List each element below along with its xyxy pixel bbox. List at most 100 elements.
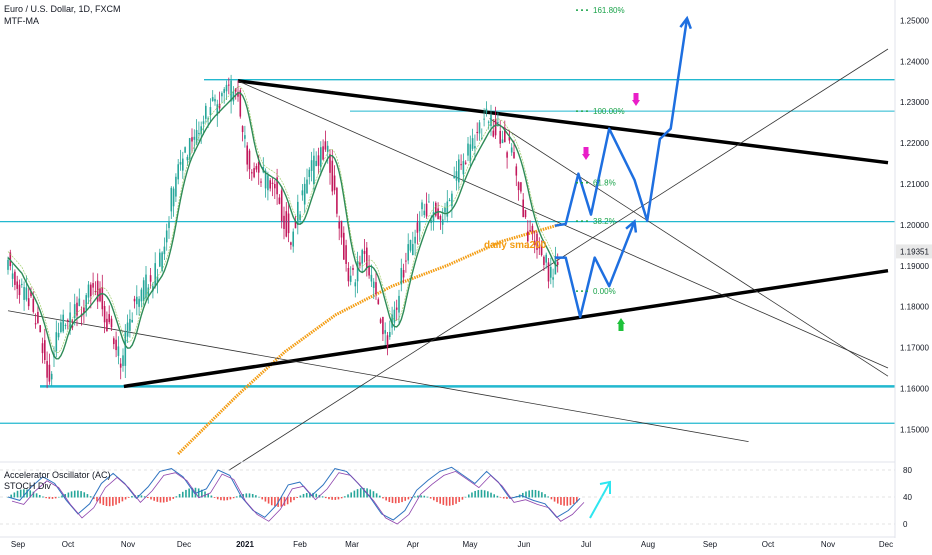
candle-body xyxy=(232,91,235,102)
ac-bar xyxy=(73,490,76,498)
ac-bar xyxy=(471,492,473,498)
ac-bar xyxy=(560,497,562,505)
candle-body xyxy=(7,259,9,270)
candle-body xyxy=(67,320,69,322)
bearish-signal-arrow xyxy=(632,93,640,106)
candle-body xyxy=(119,363,122,368)
ac-bar xyxy=(274,497,276,507)
ac-bar xyxy=(80,491,82,498)
ac-bar xyxy=(404,497,407,501)
ac-bar xyxy=(61,495,63,498)
candle-body xyxy=(209,107,212,116)
candle-body xyxy=(73,304,76,318)
candle-body xyxy=(161,252,163,272)
candle-body xyxy=(18,284,21,296)
candle-body xyxy=(483,118,485,120)
ac-bar xyxy=(286,497,289,505)
price-tick-label: 1.17000 xyxy=(900,344,929,353)
candle-body xyxy=(142,280,145,302)
ac-bar xyxy=(420,495,422,498)
candle-body xyxy=(92,283,94,288)
ac-bar xyxy=(166,497,168,502)
fib-level-label: 100.00% xyxy=(593,107,625,116)
price-tick-label: 1.21000 xyxy=(900,180,929,189)
candle-body xyxy=(170,187,173,212)
candle-body xyxy=(149,275,152,282)
sma200-path xyxy=(177,223,559,455)
candle-body xyxy=(393,309,396,323)
candle-body xyxy=(444,207,446,213)
candle-body xyxy=(274,183,276,189)
candle-body xyxy=(202,121,205,124)
candle-body xyxy=(108,314,110,323)
ac-bar xyxy=(534,489,537,498)
thick-trend-line xyxy=(123,268,889,389)
candle-body xyxy=(340,220,343,238)
candle-body xyxy=(246,145,248,165)
candle-body xyxy=(163,246,166,255)
candle-body xyxy=(186,156,189,161)
ac-bar xyxy=(572,497,575,504)
ac-bar xyxy=(353,490,356,498)
candle-body xyxy=(529,230,531,232)
projection-path xyxy=(554,221,636,319)
candle-body xyxy=(366,247,368,268)
ac-bar xyxy=(156,497,159,502)
candle-body xyxy=(257,161,260,173)
osc-tick-label: 40 xyxy=(903,493,912,502)
candle-body xyxy=(126,322,129,337)
candle-body xyxy=(87,284,90,298)
candle-body xyxy=(441,219,444,225)
candle-body xyxy=(382,316,384,335)
time-tick-label: Mar xyxy=(345,540,359,549)
candle-body xyxy=(398,295,400,313)
ac-bar xyxy=(506,497,508,499)
ac-bar xyxy=(124,497,127,500)
trend-lines xyxy=(7,48,889,471)
candle-body xyxy=(349,275,352,282)
ac-bar xyxy=(426,496,429,498)
candle-body xyxy=(377,299,380,305)
candle-body xyxy=(425,203,428,217)
ac-bar xyxy=(112,497,114,506)
price-tick-label: 1.24000 xyxy=(900,57,929,66)
ac-bar xyxy=(401,497,403,503)
ac-bar xyxy=(26,489,28,498)
candle-body xyxy=(458,159,460,183)
candle-body xyxy=(124,332,127,366)
ac-bar xyxy=(391,497,394,503)
candle-body xyxy=(531,225,534,232)
ac-bar xyxy=(251,494,254,498)
candle-body xyxy=(520,182,522,192)
candle-body xyxy=(195,130,198,144)
candle-body xyxy=(177,164,179,180)
ac-bar xyxy=(458,497,461,502)
ac-bar xyxy=(442,497,445,505)
ac-bar xyxy=(496,495,499,498)
candle-body xyxy=(21,283,23,285)
candle-body xyxy=(451,193,453,207)
ac-bar xyxy=(67,492,70,498)
candle-body xyxy=(71,325,74,328)
oscillator-label-ac: Accelerator Oscillator (AC) xyxy=(4,470,111,480)
candle-body xyxy=(478,122,481,134)
ac-bar xyxy=(413,496,416,498)
ac-bar xyxy=(159,497,162,503)
ac-bar xyxy=(99,497,101,504)
candle-body xyxy=(264,170,267,189)
ac-bar xyxy=(464,496,467,498)
candle-body xyxy=(154,263,156,286)
candle-body xyxy=(133,298,136,302)
ma-step-line xyxy=(7,86,558,353)
candle-body xyxy=(352,267,354,270)
candle-body xyxy=(218,103,221,109)
fib-level-label: 0.00% xyxy=(593,287,616,296)
thick-trend-line xyxy=(237,79,889,165)
candle-body xyxy=(78,298,81,307)
candle-body xyxy=(370,274,373,282)
ac-bar xyxy=(255,495,257,498)
ac-bar xyxy=(544,494,546,498)
